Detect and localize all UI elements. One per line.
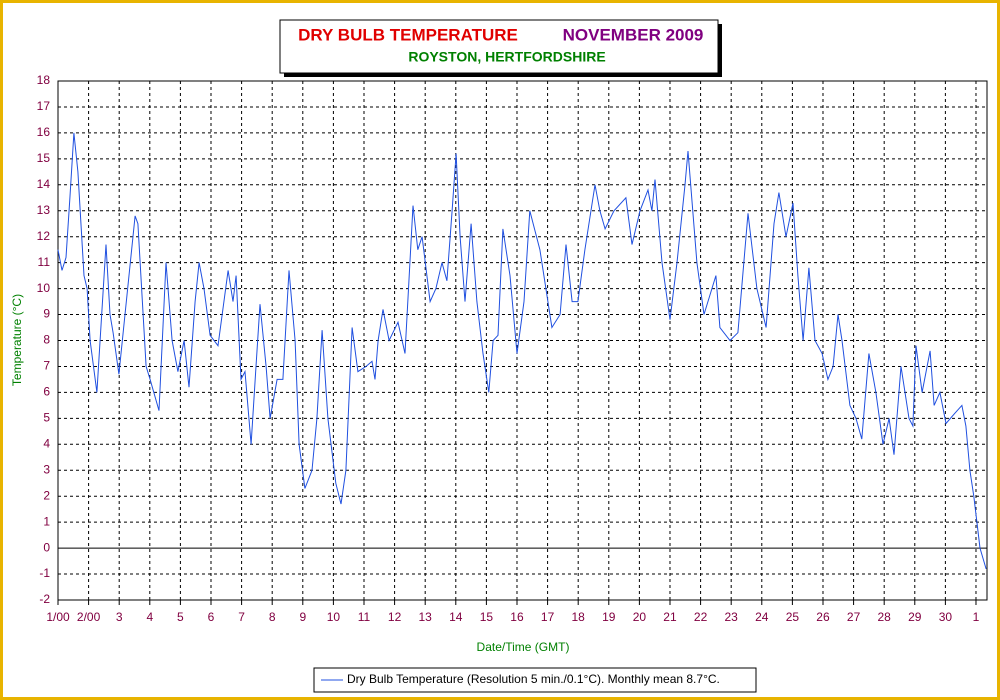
x-tick-label: 1/00	[46, 610, 70, 624]
x-tick-label: 13	[419, 610, 433, 624]
y-tick-label: 7	[43, 359, 50, 373]
x-tick-label: 22	[694, 610, 708, 624]
y-tick-label: 10	[37, 281, 51, 295]
legend-label: Dry Bulb Temperature (Resolution 5 min./…	[347, 672, 720, 686]
x-tick-label: 30	[939, 610, 953, 624]
x-tick-label: 11	[358, 610, 371, 624]
x-tick-label: 25	[786, 610, 800, 624]
x-tick-label: 4	[146, 610, 153, 624]
y-tick-label: 14	[37, 177, 51, 191]
y-tick-label: -2	[39, 592, 50, 606]
y-tick-label: -1	[39, 566, 50, 580]
x-tick-label: 17	[541, 610, 555, 624]
y-tick-label: 8	[43, 333, 50, 347]
y-tick-label: 16	[37, 125, 51, 139]
x-tick-label: 8	[269, 610, 276, 624]
y-axis-title: Temperature (°C)	[10, 294, 24, 386]
series-line	[57, 132, 987, 570]
y-tick-label: 5	[43, 411, 50, 425]
chart-subtitle: ROYSTON, HERTFORDSHIRE	[408, 49, 605, 65]
y-tick-label: 17	[37, 99, 51, 113]
x-tick-label: 18	[572, 610, 586, 624]
x-tick-label: 24	[755, 610, 769, 624]
y-tick-label: 6	[43, 385, 50, 399]
title-box	[279, 19, 719, 74]
chart-title-month: NOVEMBER 2009	[563, 25, 704, 44]
x-tick-label: 21	[663, 610, 677, 624]
x-tick-label: 5	[177, 610, 184, 624]
x-tick-label: 28	[878, 610, 892, 624]
y-tick-label: 0	[43, 540, 50, 554]
x-tick-label: 19	[602, 610, 616, 624]
y-tick-label: 11	[38, 255, 51, 269]
x-tick-label: 12	[388, 610, 402, 624]
x-tick-label: 6	[208, 610, 215, 624]
y-tick-label: 12	[37, 229, 51, 243]
plot-border	[57, 80, 988, 601]
y-tick-label: 13	[37, 203, 51, 217]
x-tick-label: 20	[633, 610, 647, 624]
y-tick-label: 4	[43, 436, 50, 450]
x-axis-title: Date/Time (GMT)	[477, 640, 570, 654]
x-tick-label: 7	[238, 610, 245, 624]
x-tick-label: 2/00	[77, 610, 101, 624]
x-tick-label: 10	[327, 610, 341, 624]
y-tick-label: 3	[43, 462, 50, 476]
legend-box	[313, 667, 757, 693]
x-tick-label: 27	[847, 610, 861, 624]
x-tick-label: 1	[973, 610, 980, 624]
chart-title: DRY BULB TEMPERATURE	[298, 25, 518, 44]
x-tick-label: 23	[725, 610, 739, 624]
y-tick-label: 15	[37, 151, 51, 165]
x-tick-label: 3	[116, 610, 123, 624]
y-tick-label: 2	[43, 488, 50, 502]
y-tick-label: 1	[43, 514, 50, 528]
x-tick-label: 9	[299, 610, 306, 624]
y-tick-label: 9	[43, 307, 50, 321]
x-tick-label: 15	[480, 610, 494, 624]
x-tick-label: 29	[908, 610, 922, 624]
x-tick-label: 14	[449, 610, 463, 624]
x-tick-label: 26	[816, 610, 830, 624]
x-tick-label: 16	[510, 610, 524, 624]
y-tick-label: 18	[37, 73, 51, 87]
